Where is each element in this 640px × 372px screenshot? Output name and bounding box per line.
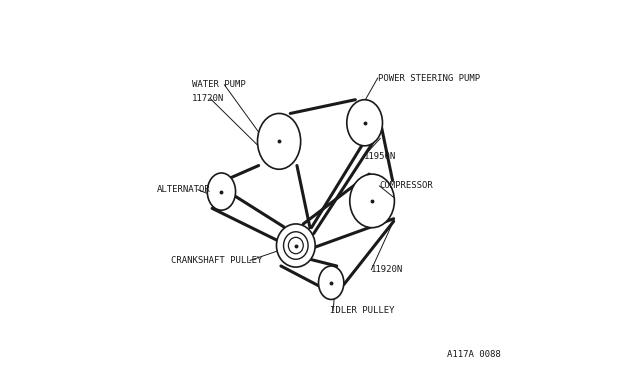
Text: 11720N: 11720N [191,94,224,103]
Text: WATER PUMP: WATER PUMP [191,80,245,89]
Text: IDLER PULLEY: IDLER PULLEY [330,306,395,315]
Ellipse shape [207,173,236,210]
Text: 11920N: 11920N [371,265,404,274]
Text: A117A 0088: A117A 0088 [447,350,500,359]
Text: ALTERNATOR: ALTERNATOR [157,185,211,194]
Ellipse shape [257,113,301,169]
Ellipse shape [350,174,394,228]
Text: 11950N: 11950N [364,152,396,161]
Ellipse shape [284,232,308,259]
Text: POWER STEERING PUMP: POWER STEERING PUMP [378,74,480,83]
Ellipse shape [289,237,303,254]
Ellipse shape [319,266,344,299]
Text: CRANKSHAFT PULLEY: CRANKSHAFT PULLEY [172,256,262,265]
Text: COMPRESSOR: COMPRESSOR [380,182,433,190]
Ellipse shape [347,100,383,146]
Ellipse shape [276,224,315,267]
